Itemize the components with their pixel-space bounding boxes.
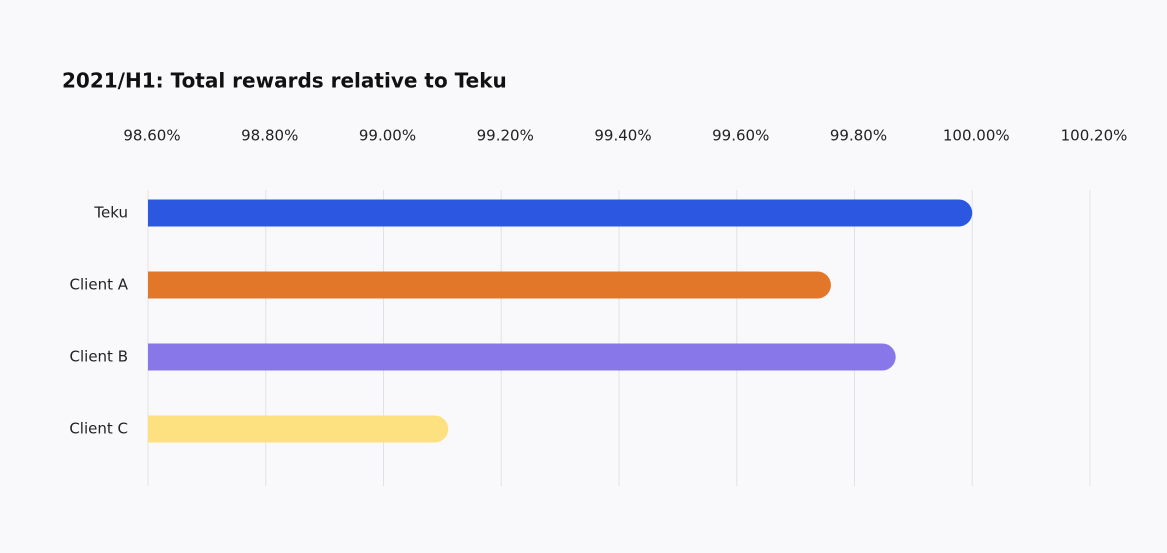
y-tick-label: Client B [70,348,128,366]
bar [148,343,896,371]
bar [148,415,449,443]
y-tick-label: Client C [69,420,128,438]
bar [148,199,973,227]
x-tick-label: 100.20% [1061,127,1128,145]
x-tick-label: 98.80% [241,127,298,145]
x-tick-label: 99.20% [477,127,534,145]
x-tick-label: 100.00% [943,127,1010,145]
x-tick-label: 99.80% [830,127,887,145]
y-tick-label: Client A [70,276,129,294]
x-tick-label: 99.60% [712,127,769,145]
y-tick-label: Teku [93,204,128,222]
chart-title: 2021/H1: Total rewards relative to Teku [62,69,507,93]
bar [148,271,831,299]
x-tick-label: 98.60% [123,127,180,145]
x-tick-label: 99.00% [359,127,416,145]
x-tick-label: 99.40% [594,127,651,145]
